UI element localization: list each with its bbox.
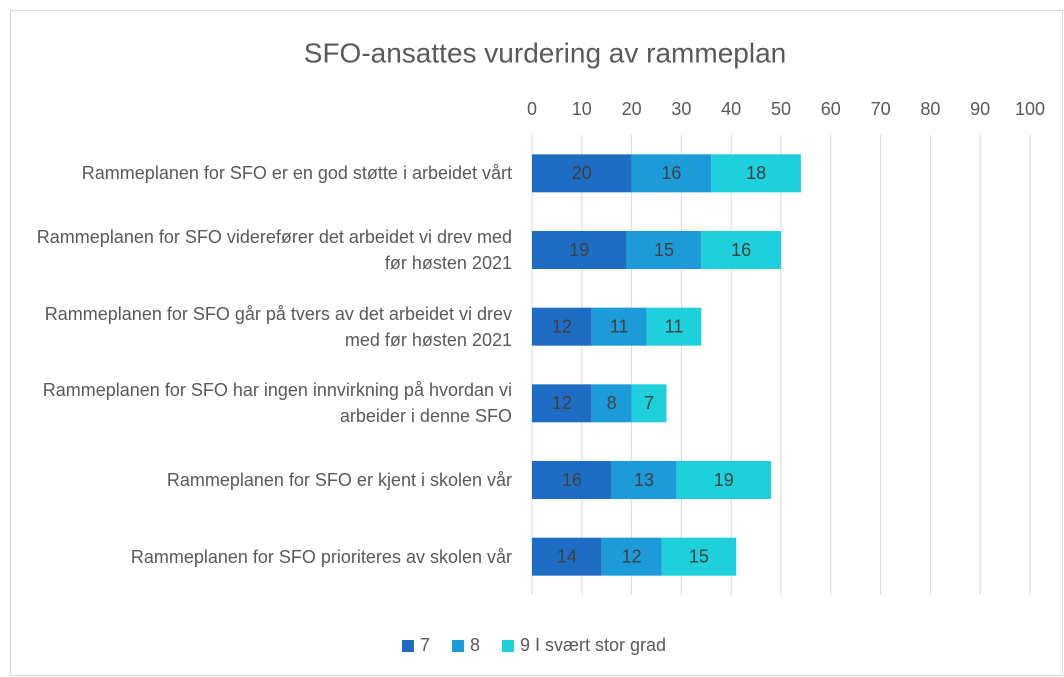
bar-segment [646, 307, 702, 346]
x-tick-label: 90 [970, 99, 990, 119]
data-label: 16 [661, 163, 681, 183]
bar-segment [711, 154, 801, 193]
bar-segment [611, 461, 677, 499]
data-label: 8 [607, 393, 617, 413]
x-tick-label: 40 [721, 99, 741, 119]
bar-segment [626, 231, 702, 269]
data-label: 15 [654, 240, 674, 260]
bar-segment [532, 307, 592, 346]
data-label: 11 [610, 316, 629, 336]
legend-swatch [501, 640, 514, 652]
bar-segment [661, 537, 737, 576]
data-label: 18 [746, 163, 766, 183]
bar-segment [591, 307, 647, 346]
legend-label: 7 [420, 635, 430, 655]
bar-segment [601, 537, 662, 576]
category-label: Rammeplanen for SFO har ingen innvirknin… [42, 380, 512, 427]
data-label: 12 [552, 393, 572, 413]
data-label: 13 [634, 470, 654, 490]
x-tick-label: 30 [671, 99, 691, 119]
category-label: Rammeplanen for SFO prioriteres av skole… [130, 546, 512, 567]
bar-segment [532, 154, 632, 193]
bar-segment [701, 231, 781, 269]
bar-segment [532, 384, 592, 423]
chart-title: SFO-ansattes vurdering av rammeplan [304, 37, 786, 68]
x-tick-label: 100 [1015, 99, 1045, 119]
data-label: 19 [714, 470, 734, 490]
x-tick-label: 70 [871, 99, 891, 119]
legend-swatch [401, 640, 414, 652]
data-label: 19 [569, 240, 589, 260]
data-label: 12 [552, 316, 572, 336]
data-label: 14 [557, 546, 577, 566]
data-label: 20 [572, 163, 592, 183]
data-label: 11 [665, 316, 684, 336]
category-label: Rammeplanen for SFO er en god støtte i a… [81, 163, 512, 184]
bar-segment [591, 384, 632, 423]
category-label: Rammeplanen for SFO viderefører det arbe… [36, 227, 512, 273]
legend-swatch [451, 640, 464, 652]
x-tick-label: 60 [821, 99, 841, 119]
x-tick-label: 80 [920, 99, 940, 119]
legend-label: 8 [470, 635, 480, 655]
x-tick-label: 0 [527, 99, 537, 119]
bar-segment [532, 231, 627, 269]
data-label: 12 [622, 546, 642, 566]
x-tick-label: 20 [622, 99, 642, 119]
data-label: 7 [644, 393, 654, 413]
category-label: Rammeplanen for SFO går på tvers av det … [44, 303, 512, 350]
legend-label: 9 I svært stor grad [520, 635, 666, 655]
data-label: 16 [731, 240, 751, 260]
data-label: 16 [562, 470, 582, 490]
x-tick-label: 10 [572, 99, 592, 119]
bar-segment [532, 537, 602, 576]
bar-segment [676, 461, 772, 499]
bar-segment [631, 154, 712, 193]
bar-segment [631, 384, 667, 423]
data-label: 15 [689, 546, 709, 566]
bar-segment [532, 461, 612, 499]
x-tick-label: 50 [771, 99, 791, 119]
category-label: Rammeplanen for SFO er kjent i skolen vå… [166, 470, 512, 490]
